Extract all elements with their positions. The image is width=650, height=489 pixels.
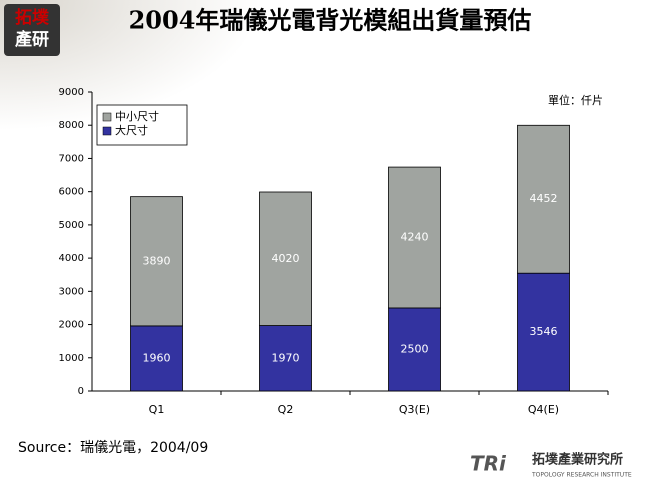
legend-label: 中小尺寸 xyxy=(115,109,159,123)
x-tick-label: Q4(E) xyxy=(528,403,559,416)
bar-segment xyxy=(130,325,183,392)
chart-title: 2004年瑞儀光電背光模組出貨量預估 xyxy=(129,6,532,35)
y-tick-label: 0 xyxy=(78,386,84,397)
corner-logo-text: 拓墣 xyxy=(15,8,49,28)
y-tick-label: 9000 xyxy=(59,87,84,98)
legend-swatch xyxy=(102,112,112,122)
data-label: 4452 xyxy=(530,192,558,205)
data-label: 1970 xyxy=(272,351,300,364)
y-tick-label: 2000 xyxy=(59,320,84,331)
y-tick-label: 4000 xyxy=(59,253,84,264)
x-tick-label: Q3(E) xyxy=(399,403,430,416)
data-label: 1960 xyxy=(143,351,171,364)
x-tick-label: Q2 xyxy=(278,403,294,416)
legend-box xyxy=(96,104,188,146)
brand-mark: TRi xyxy=(470,452,507,476)
source: Source：瑞儀光電，2004/09 xyxy=(18,440,208,456)
y-tick-label: 6000 xyxy=(59,187,84,198)
bar-segment xyxy=(259,191,312,326)
unit-label: 單位：仟片 xyxy=(548,93,603,107)
y-tick-label: 7000 xyxy=(59,153,84,164)
bar-segment xyxy=(130,196,183,327)
x-tick-label: Q1 xyxy=(149,403,165,416)
legend-swatch xyxy=(102,126,112,136)
y-tick-label: 5000 xyxy=(59,220,84,231)
data-label: 2500 xyxy=(401,342,429,355)
bar-segment xyxy=(517,124,570,274)
y-tick-label: 3000 xyxy=(59,286,84,297)
data-label: 4020 xyxy=(272,252,300,265)
data-label: 3890 xyxy=(143,254,171,267)
y-tick-label: 1000 xyxy=(59,353,84,364)
data-label: 3546 xyxy=(530,325,558,338)
y-tick-label: 8000 xyxy=(59,120,84,131)
brand-name: 拓墣產業研究所 xyxy=(532,452,623,468)
corner-logo xyxy=(4,4,60,56)
corner-logo-text: 產研 xyxy=(15,29,49,50)
bar-segment xyxy=(259,325,312,392)
brand-name-en: TOPOLOGY RESEARCH INSTITUTE xyxy=(531,472,632,479)
bar-segment xyxy=(388,166,441,309)
legend-label: 大尺寸 xyxy=(115,123,148,137)
data-label: 4240 xyxy=(401,231,429,244)
